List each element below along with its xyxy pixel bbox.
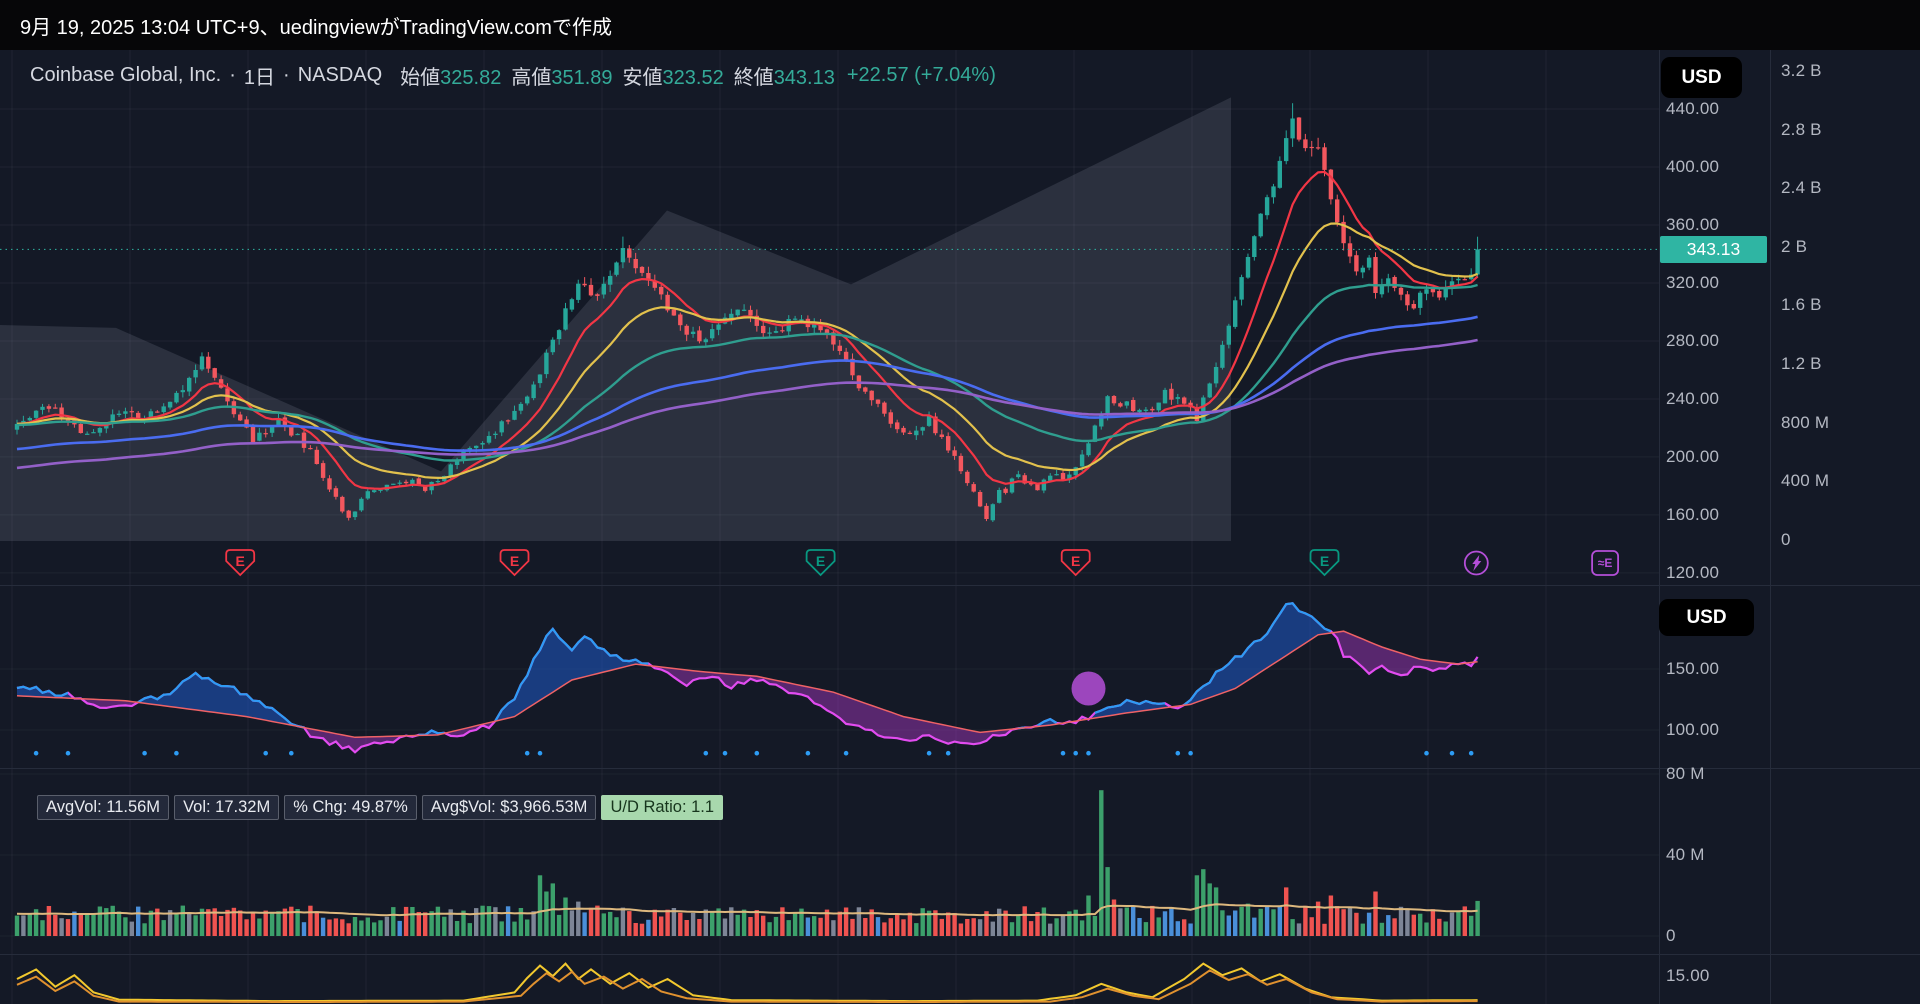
svg-text:E: E bbox=[816, 553, 825, 569]
osc-dot bbox=[1188, 750, 1193, 756]
svg-text:E: E bbox=[1071, 553, 1080, 569]
ohlc-open: 始値325.82 bbox=[400, 61, 501, 90]
separator-dot: · bbox=[283, 64, 290, 86]
open-value: 325.82 bbox=[440, 67, 502, 89]
close-label: 終値 bbox=[733, 67, 774, 89]
ma-line-140 bbox=[16, 338, 1478, 470]
osc-dot bbox=[1175, 750, 1181, 756]
osc-dot bbox=[1086, 750, 1091, 756]
exchange-label: NASDAQ bbox=[297, 64, 383, 86]
earnings-marker-icon[interactable]: E bbox=[805, 549, 836, 577]
pct-chg-badge: % Chg: 49.87% bbox=[284, 795, 417, 820]
osc-event-marker[interactable] bbox=[1071, 671, 1106, 706]
volume-ma-line bbox=[16, 903, 1478, 917]
avg-vol-badge: AvgVol: 11.56M bbox=[37, 795, 170, 820]
attribution-text: 9月 19, 2025 13:04 UTC+9、uedingviewがTradi… bbox=[20, 16, 612, 39]
chart-legend: Coinbase Global, Inc. · 1日 · NASDAQ 始値32… bbox=[30, 61, 996, 90]
osc-fill-above bbox=[17, 603, 1478, 738]
osc-dot bbox=[1468, 750, 1474, 756]
currency-label: USD bbox=[1686, 606, 1727, 628]
osc-dot bbox=[289, 750, 294, 756]
osc-dot bbox=[1073, 750, 1078, 756]
osc-dot bbox=[142, 750, 147, 756]
earnings-marker-icon[interactable]: E bbox=[1309, 549, 1340, 577]
osc-dot bbox=[945, 750, 951, 756]
ma-line-90 bbox=[16, 315, 1478, 452]
currency-badge-main[interactable]: USD bbox=[1661, 57, 1742, 98]
osc-dot bbox=[1449, 750, 1455, 756]
osc-dot bbox=[537, 750, 543, 756]
svg-text:E: E bbox=[510, 553, 519, 569]
osc-dot bbox=[65, 750, 71, 756]
high-value: 351.89 bbox=[551, 67, 613, 89]
earnings-marker-icon[interactable]: E bbox=[499, 549, 530, 577]
svg-text:E: E bbox=[236, 553, 245, 569]
osc-dot bbox=[1424, 750, 1429, 756]
osc-dot bbox=[33, 750, 39, 756]
separator-dot: · bbox=[229, 64, 236, 86]
momentum-line-1 bbox=[16, 969, 1478, 1003]
ud-ratio-badge: U/D Ratio: 1.1 bbox=[601, 795, 724, 820]
low-label: 安値 bbox=[622, 67, 663, 89]
current-price-badge: 343.13 bbox=[1660, 236, 1767, 263]
osc-dot bbox=[1060, 750, 1066, 756]
pane-separators bbox=[0, 50, 1920, 1004]
osc-dot bbox=[805, 750, 811, 756]
ma-line-21 bbox=[16, 222, 1478, 479]
projection-band bbox=[0, 97, 1231, 542]
volume-stats-row: AvgVol: 11.56M Vol: 17.32M % Chg: 49.87%… bbox=[37, 795, 724, 820]
momentum-line-0 bbox=[16, 962, 1478, 1003]
osc-dot bbox=[174, 750, 179, 756]
svg-text:E: E bbox=[1320, 553, 1329, 569]
osc-signal-line bbox=[16, 630, 1478, 739]
osc-dot bbox=[754, 750, 760, 756]
ohlc-close: 終値343.13 bbox=[734, 61, 835, 90]
osc-dot bbox=[843, 750, 849, 756]
ohlc-high: 高値351.89 bbox=[511, 61, 612, 90]
volume-bars bbox=[14, 790, 1480, 937]
earnings-marker-icon[interactable]: E bbox=[225, 549, 256, 577]
flash-event-icon[interactable] bbox=[1463, 550, 1489, 576]
vol-badge: Vol: 17.32M bbox=[174, 795, 280, 820]
osc-dot bbox=[722, 750, 728, 756]
osc-dot bbox=[524, 750, 530, 756]
symbol-title[interactable]: Coinbase Global, Inc. bbox=[30, 64, 222, 86]
change-label: +22.57 (+7.04%) bbox=[846, 64, 996, 86]
currency-label: USD bbox=[1681, 66, 1722, 88]
currency-badge-oscillator[interactable]: USD bbox=[1659, 599, 1754, 636]
grid bbox=[0, 50, 1659, 1004]
ohlc-low: 安値323.52 bbox=[623, 61, 724, 90]
osc-dot bbox=[263, 750, 269, 756]
open-label: 始値 bbox=[400, 67, 441, 89]
high-label: 高値 bbox=[511, 67, 552, 89]
osc-dot bbox=[703, 750, 709, 756]
earnings-estimate-icon[interactable]: ≈E bbox=[1591, 550, 1619, 576]
low-value: 323.52 bbox=[662, 67, 724, 89]
svg-text:≈E: ≈E bbox=[1598, 556, 1613, 570]
avg-dollar-vol-badge: Avg$Vol: $3,966.53M bbox=[421, 795, 597, 820]
interval-label[interactable]: 1日 bbox=[243, 67, 276, 89]
close-value: 343.13 bbox=[773, 67, 835, 89]
earnings-marker-icon[interactable]: E bbox=[1060, 549, 1091, 577]
osc-dot bbox=[926, 750, 932, 756]
attribution-bar: 9月 19, 2025 13:04 UTC+9、uedingviewがTradi… bbox=[0, 0, 1920, 50]
